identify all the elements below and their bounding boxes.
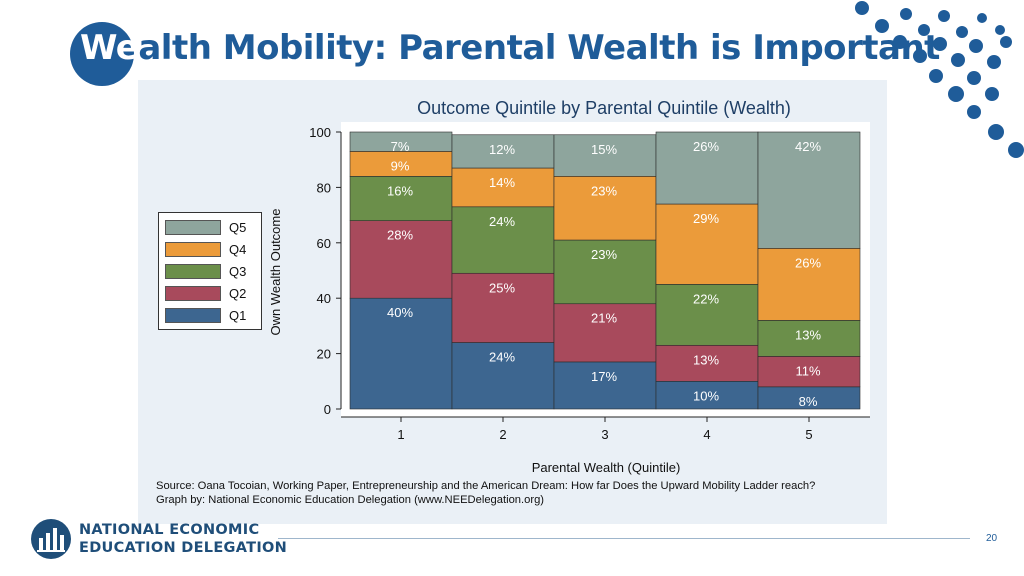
slide-title-rest: alth Mobility: Parental Wealth is Import… xyxy=(138,28,940,68)
legend-label-q1: Q1 xyxy=(229,308,247,323)
legend-label-q4: Q4 xyxy=(229,242,247,257)
bar-segment-q1-cat4 xyxy=(655,380,759,410)
bar-segment-q3-cat5 xyxy=(757,320,861,357)
bar-label-q2-cat3: 21% xyxy=(591,311,617,326)
bar-segment-q3-cat1 xyxy=(349,176,453,221)
y-tick-label: 100 xyxy=(309,125,331,140)
legend-swatch-q1 xyxy=(165,308,221,323)
bar-label-q2-cat5: 11% xyxy=(795,363,820,378)
page-number: 20 xyxy=(986,533,998,544)
y-tick-label: 80 xyxy=(317,180,331,195)
legend-swatch-q3 xyxy=(165,264,221,279)
bar-label-q3-cat2: 24% xyxy=(489,214,515,229)
bar-group xyxy=(349,131,861,410)
bar-segment-q5-cat2 xyxy=(451,134,555,169)
bar-segment-q5-cat5 xyxy=(757,131,861,249)
bar-label-q1-cat1: 40% xyxy=(387,305,413,320)
legend-swatch-q2 xyxy=(165,286,221,301)
bar-label-q5-cat2: 12% xyxy=(489,142,515,157)
source-note: Source: Oana Tocoian, Working Paper, Ent… xyxy=(156,480,815,507)
bar-segment-q2-cat5 xyxy=(757,356,861,388)
x-axis-label: Parental Wealth (Quintile) xyxy=(532,460,681,475)
bar-label-q2-cat2: 25% xyxy=(489,280,515,295)
legend-swatch-q4 xyxy=(165,242,221,257)
organization-name: NATIONAL ECONOMIC EDUCATION DELEGATION xyxy=(79,521,287,557)
legend-label-q2: Q2 xyxy=(229,286,247,301)
bar-segment-q4-cat2 xyxy=(451,167,555,208)
need-logo-icon xyxy=(31,519,71,559)
org-name-line2: EDUCATION DELEGATION xyxy=(79,540,288,556)
bar-label-q3-cat4: 22% xyxy=(693,291,719,306)
bar-label-q4-cat2: 14% xyxy=(489,175,515,190)
y-tick-label: 20 xyxy=(317,347,331,362)
bar-label-q5-cat5: 42% xyxy=(795,139,821,154)
x-tick-label: 5 xyxy=(805,427,812,442)
chart-title: Outcome Quintile by Parental Quintile (W… xyxy=(417,98,791,118)
x-tick-label: 3 xyxy=(601,427,608,442)
footer-divider xyxy=(278,538,970,539)
x-tick-label: 4 xyxy=(703,427,710,442)
source-line: Source: Oana Tocoian, Working Paper, Ent… xyxy=(156,480,816,492)
bar-segment-q3-cat2 xyxy=(451,206,555,274)
bar-label-q1-cat4: 10% xyxy=(693,388,719,403)
bar-segment-q4-cat5 xyxy=(757,248,861,321)
chart-legend: Q5 Q4 Q3 Q2 Q1 xyxy=(158,212,262,330)
bar-label-q3-cat5: 13% xyxy=(795,327,821,342)
bar-segment-q2-cat4 xyxy=(655,344,759,382)
bar-segment-q5-cat3 xyxy=(553,134,657,177)
bar-label-q1-cat3: 17% xyxy=(591,369,617,384)
title-accent-circle xyxy=(70,22,134,86)
bar-label-q2-cat4: 13% xyxy=(693,352,719,367)
bar-segment-q4-cat4 xyxy=(655,203,759,285)
bar-segment-q1-cat2 xyxy=(451,342,555,410)
y-axis-ticks: 0 20 40 60 80 100 xyxy=(309,125,341,417)
bar-label-q5-cat3: 15% xyxy=(591,142,617,157)
decorative-dots xyxy=(855,1,1024,158)
legend-label-q3: Q3 xyxy=(229,264,247,279)
bar-segment-q3-cat3 xyxy=(553,239,657,305)
bar-label-q4-cat1: 9% xyxy=(391,158,410,173)
org-name-line1: NATIONAL ECONOMIC xyxy=(79,522,260,538)
y-tick-label: 0 xyxy=(324,402,331,417)
bar-label-q4-cat4: 29% xyxy=(693,211,719,226)
x-tick-label: 2 xyxy=(499,427,506,442)
y-tick-label: 60 xyxy=(317,236,331,251)
bar-label-q1-cat2: 24% xyxy=(489,350,515,365)
bar-label-q5-cat1: 7% xyxy=(391,139,410,154)
bar-label-q4-cat5: 26% xyxy=(795,255,821,270)
bar-segment-q1-cat3 xyxy=(553,361,657,410)
x-tick-label: 1 xyxy=(397,427,404,442)
bar-label-q3-cat3: 23% xyxy=(591,247,617,262)
bar-segment-q2-cat2 xyxy=(451,272,555,343)
slide-title: Wealth Mobility: Parental Wealth is Impo… xyxy=(80,28,940,68)
bar-label-q4-cat3: 23% xyxy=(591,183,617,198)
bar-segment-q2-cat1 xyxy=(349,220,453,299)
legend-swatch-q5 xyxy=(165,220,221,235)
credit-line: Graph by: National Economic Education De… xyxy=(156,493,545,506)
bar-label-q1-cat5: 8% xyxy=(799,394,818,409)
y-axis-label: Own Wealth Outcome xyxy=(268,209,283,336)
bar-segment-q1-cat1 xyxy=(349,297,453,410)
slide-title-first-letters: We xyxy=(80,28,139,68)
bar-label-q5-cat4: 26% xyxy=(693,139,719,154)
legend-label-q5: Q5 xyxy=(229,220,247,235)
bar-label-q3-cat1: 16% xyxy=(387,183,413,198)
bar-label-q2-cat1: 28% xyxy=(387,228,413,243)
x-axis-ticks: 1 2 3 4 5 xyxy=(397,417,813,442)
y-tick-label: 40 xyxy=(317,291,331,306)
bar-label-group: 40% 28% 16% 9% 7% 24% 25% 24% 14% 12% 17% 21% 23% 23%… xyxy=(387,139,821,409)
